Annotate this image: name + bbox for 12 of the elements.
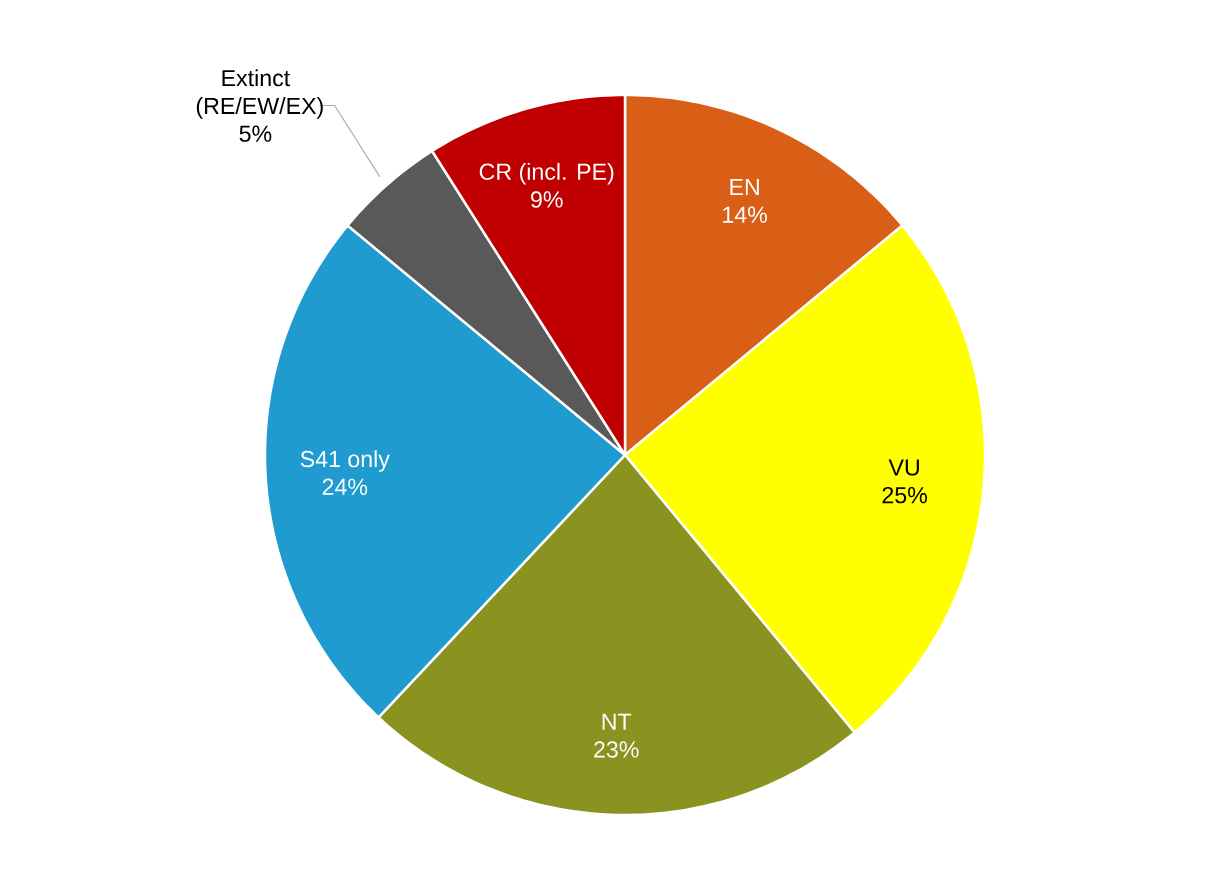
slice-label: EN: [730, 178, 759, 195]
slice-label: S41 only: [300, 450, 390, 472]
slice-label: VU: [888, 459, 919, 476]
data-label: 25%: [882, 486, 927, 504]
data-label: 5%: [239, 125, 272, 142]
data-label: 24%: [322, 478, 368, 495]
slice-label: CR (incl. PE): [479, 162, 614, 185]
data-label: 23%: [594, 741, 639, 758]
data-label: 14%: [723, 206, 767, 223]
data-label: 9%: [531, 191, 563, 208]
slice-label: Extinct (RE/EW/EX): [196, 69, 323, 119]
slice-label: NT: [602, 713, 632, 730]
